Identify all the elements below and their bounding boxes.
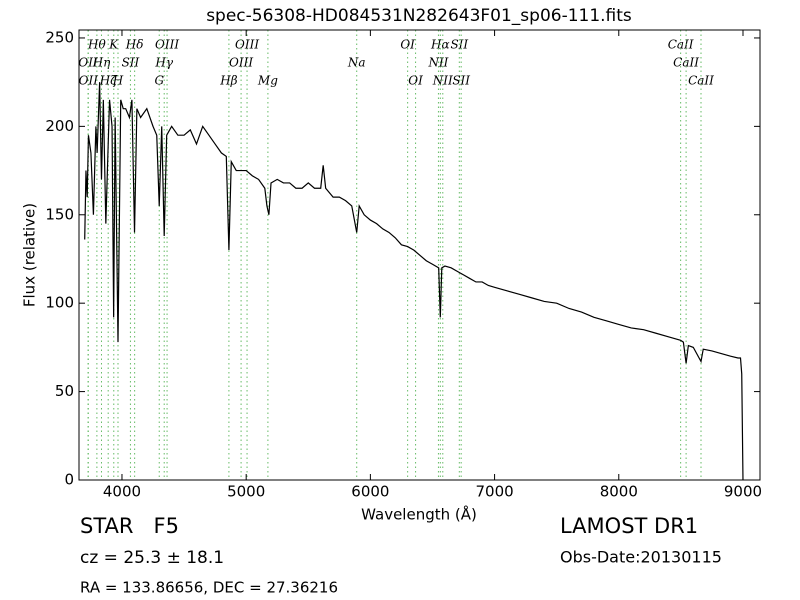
- spectral-line-label: NII: [432, 74, 453, 88]
- object-class: STAR F5: [80, 514, 179, 538]
- x-axis-label: Wavelength (Å): [361, 505, 477, 524]
- spectral-line-label: OI: [400, 38, 415, 52]
- spectral-line-label: Hζ: [99, 74, 118, 88]
- spectral-line-label: NII: [427, 56, 448, 70]
- y-axis-label: Flux (relative): [21, 203, 39, 307]
- y-tick-label: 100: [45, 294, 74, 312]
- spectral-line-label: K: [108, 38, 119, 52]
- spectral-line-label: Hδ: [125, 38, 144, 52]
- spectral-line-label: SII: [450, 38, 468, 52]
- x-tick-label: 7000: [475, 483, 513, 501]
- spectral-line-label: OIII: [155, 38, 179, 52]
- spectral-line-label: Hα: [430, 38, 450, 52]
- coordinates: RA = 133.86656, DEC = 27.36216: [80, 579, 338, 597]
- x-tick-label: 5000: [227, 483, 265, 501]
- obs-date: Obs-Date:20130115: [560, 548, 722, 567]
- y-tick-label: 0: [64, 471, 74, 489]
- x-tick-label: 8000: [600, 483, 638, 501]
- x-tick-label: 6000: [351, 483, 389, 501]
- spectral-line-label: Hγ: [154, 56, 173, 70]
- y-tick-label: 50: [55, 382, 74, 400]
- spectral-line-label: Hη: [92, 56, 111, 70]
- spectral-line-label: Mg: [257, 74, 278, 88]
- y-tick-label: 200: [45, 117, 74, 135]
- spectral-line-label: G: [154, 74, 164, 88]
- spectral-line-label: H: [112, 74, 124, 88]
- spectral-line-label: CaII: [673, 56, 699, 70]
- spectral-line-label: OIII: [229, 56, 253, 70]
- x-tick-label: 4000: [103, 483, 141, 501]
- spectral-line-label: CaII: [668, 38, 694, 52]
- x-tick-label: 9000: [724, 483, 762, 501]
- spectral-line-label: Hβ: [219, 74, 237, 88]
- spectral-line-label: SII: [122, 56, 140, 70]
- spectral-line-label: CaII: [688, 74, 714, 88]
- spectral-line-label: OI: [408, 74, 423, 88]
- chart-title: spec-56308-HD084531N282643F01_sp06-111.f…: [206, 6, 632, 26]
- redshift: cz = 25.3 ± 18.1: [80, 548, 224, 568]
- spectral-line-label: Na: [347, 56, 366, 70]
- spectral-line-label: OIII: [235, 38, 259, 52]
- survey-name: LAMOST DR1: [560, 514, 698, 538]
- y-tick-label: 250: [45, 28, 74, 46]
- plot-frame: [78, 29, 761, 481]
- spectral-line-label: Hθ: [87, 38, 106, 52]
- y-tick-label: 150: [45, 205, 74, 223]
- spectrum-line: [84, 82, 744, 481]
- spectral-line-label: OII: [79, 74, 99, 88]
- spectral-line-label: SII: [452, 74, 470, 88]
